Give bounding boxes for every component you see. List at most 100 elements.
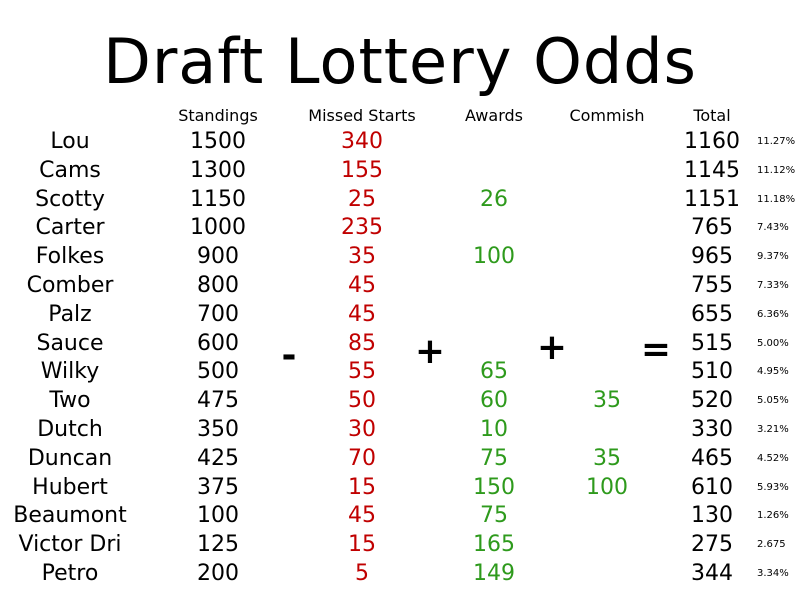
header-awards: Awards	[465, 106, 523, 125]
table-row: Comber 800 45 755 7.33%	[0, 272, 800, 301]
team-name: Folkes	[35, 244, 105, 270]
odds-percent-cell: 4.52%	[757, 452, 789, 464]
commish-cell: 35	[593, 445, 621, 471]
standings-cell: 1300	[190, 157, 246, 183]
total-cell: 1160	[684, 129, 740, 154]
team-name: Beaumont	[13, 503, 127, 529]
total-cell: 520	[691, 388, 733, 414]
total-cell: 755	[691, 272, 733, 298]
team-name: Petro	[41, 560, 99, 586]
odds-percent-cell: 7.43%	[757, 222, 789, 234]
team-name: Lou	[50, 129, 90, 154]
awards-cell: 150	[473, 474, 515, 500]
awards-cell: 75	[480, 503, 508, 529]
table-row: Folkes 900 35 100 965 9.37%	[0, 243, 800, 272]
standings-cell: 475	[197, 388, 239, 414]
table-row: Lou 1500 340 1160 11.27%	[0, 128, 800, 157]
missed-starts-cell: 50	[348, 388, 376, 414]
missed-starts-cell: 35	[348, 244, 376, 270]
table-row: Sauce 600 85 515 5.00%	[0, 330, 800, 359]
plus-operator-1: +	[414, 331, 446, 372]
awards-cell: 75	[480, 445, 508, 471]
header-total: Total	[693, 106, 731, 125]
standings-cell: 425	[197, 445, 239, 471]
odds-percent-cell: 6.36%	[757, 308, 789, 320]
team-name: Sauce	[36, 330, 104, 356]
team-name: Comber	[26, 272, 114, 298]
awards-cell: 65	[480, 359, 508, 385]
minus-operator: -	[281, 335, 297, 376]
missed-starts-cell: 45	[348, 301, 376, 327]
odds-percent-cell: 5.93%	[757, 481, 789, 493]
standings-cell: 375	[197, 474, 239, 500]
awards-cell: 10	[480, 416, 508, 442]
standings-cell: 900	[197, 244, 239, 270]
commish-cell: 35	[593, 388, 621, 414]
odds-percent-cell: 5.00%	[757, 337, 789, 349]
header-commish: Commish	[569, 106, 645, 125]
table-row: Cams 1300 155 1145 11.12%	[0, 157, 800, 186]
standings-cell: 1150	[190, 186, 246, 212]
odds-percent-cell: 5.05%	[757, 395, 789, 407]
table-row: Dutch 350 30 10 330 3.21%	[0, 416, 800, 445]
odds-percent-cell: 9.37%	[757, 251, 789, 263]
team-name: Duncan	[27, 445, 113, 471]
table-row: Carter 1000 235 765 7.43%	[0, 214, 800, 243]
table-row: Duncan 425 70 75 35 465 4.52%	[0, 445, 800, 474]
total-cell: 1151	[684, 186, 740, 212]
total-cell: 465	[691, 445, 733, 471]
equals-operator: =	[640, 329, 672, 370]
team-name: Scotty	[35, 186, 105, 212]
table-row: Victor Dri 125 15 165 275 2.675	[0, 531, 800, 560]
total-cell: 515	[691, 330, 733, 356]
total-cell: 765	[691, 215, 733, 241]
standings-cell: 500	[197, 359, 239, 385]
total-cell: 965	[691, 244, 733, 270]
odds-percent-cell: 11.27%	[757, 136, 796, 147]
missed-starts-cell: 235	[341, 215, 383, 241]
table-row: Hubert 375 15 150 100 610 5.93%	[0, 474, 800, 503]
odds-percent-cell: 7.33%	[757, 279, 789, 291]
standings-cell: 350	[197, 416, 239, 442]
missed-starts-cell: 45	[348, 503, 376, 529]
missed-starts-cell: 85	[348, 330, 376, 356]
missed-starts-cell: 55	[348, 359, 376, 385]
total-cell: 610	[691, 474, 733, 500]
missed-starts-cell: 45	[348, 272, 376, 298]
team-name: Two	[49, 388, 91, 414]
missed-starts-cell: 5	[355, 560, 369, 586]
missed-starts-cell: 70	[348, 445, 376, 471]
odds-percent-cell: 3.21%	[757, 423, 789, 435]
awards-cell: 149	[473, 560, 515, 586]
header-standings: Standings	[178, 106, 258, 125]
lottery-table: Lou 1500 340 1160 11.27% Cams 1300 155 1145 11.12…	[0, 128, 800, 589]
standings-cell: 600	[197, 330, 239, 356]
odds-percent-cell: 3.34%	[757, 567, 789, 579]
odds-percent-cell: 2.675	[757, 539, 786, 551]
table-row: Two 475 50 60 35 520 5.05%	[0, 387, 800, 416]
standings-cell: 125	[197, 532, 239, 558]
header-missed-starts: Missed Starts	[308, 106, 416, 125]
awards-cell: 26	[480, 186, 508, 212]
team-name: Hubert	[32, 474, 108, 500]
awards-cell: 165	[473, 532, 515, 558]
missed-starts-cell: 15	[348, 474, 376, 500]
standings-cell: 800	[197, 272, 239, 298]
commish-cell: 100	[586, 474, 628, 500]
total-cell: 1145	[684, 157, 740, 183]
missed-starts-cell: 15	[348, 532, 376, 558]
total-cell: 330	[691, 416, 733, 442]
team-name: Carter	[35, 215, 105, 241]
standings-cell: 1000	[190, 215, 246, 241]
total-cell: 344	[691, 560, 733, 586]
total-cell: 130	[691, 503, 733, 529]
team-name: Cams	[39, 157, 101, 183]
team-name: Victor Dri	[18, 532, 122, 558]
team-name: Palz	[48, 301, 92, 327]
table-row: Wilky 500 55 65 510 4.95%	[0, 358, 800, 387]
total-cell: 275	[691, 532, 733, 558]
missed-starts-cell: 340	[341, 129, 383, 154]
odds-percent-cell: 4.95%	[757, 366, 789, 378]
standings-cell: 100	[197, 503, 239, 529]
table-row: Palz 700 45 655 6.36%	[0, 301, 800, 330]
